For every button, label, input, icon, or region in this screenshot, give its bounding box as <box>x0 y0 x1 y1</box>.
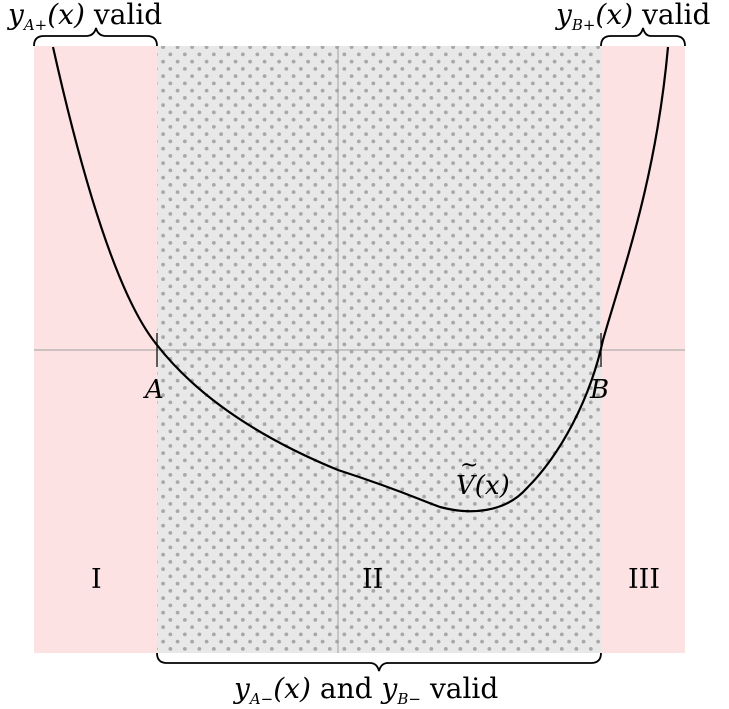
label-bottom-y1: y <box>232 672 251 705</box>
curve-label: V(x) <box>456 471 510 501</box>
region-label-i: I <box>91 564 102 595</box>
label-bottom-y2: y <box>380 672 399 705</box>
label-top-right-y: y <box>554 0 573 31</box>
curve-label-arg: (x) <box>475 471 510 501</box>
curve-label-name: V <box>456 471 477 501</box>
label-top-right: yB+(x) valid <box>554 0 710 34</box>
brace-bottom <box>156 652 602 672</box>
curve-label-tilde: ~ <box>460 453 478 478</box>
point-b-label: B <box>589 375 609 405</box>
label-top-right-arg: (x) <box>595 0 633 31</box>
potential-curve <box>51 46 670 513</box>
label-top-left-sub: A+ <box>22 16 47 34</box>
label-top-left-y: y <box>6 0 25 31</box>
label-bottom-word: valid <box>429 672 498 705</box>
label-top-left: yA+(x) valid <box>6 0 162 34</box>
label-top-left-word: valid <box>93 0 162 31</box>
label-bottom: yA−(x) and yB− valid <box>232 672 498 708</box>
label-top-left-arg: (x) <box>47 0 85 31</box>
label-bottom-arg: (x) <box>273 672 311 705</box>
brace-top-left <box>33 27 158 47</box>
brace-top-right <box>600 27 686 47</box>
label-bottom-sub2: B− <box>396 690 421 708</box>
region-label-iii: III <box>628 564 660 595</box>
label-bottom-and: and <box>320 672 373 705</box>
label-top-right-word: valid <box>641 0 710 31</box>
point-a-label: A <box>143 375 164 405</box>
label-top-right-sub: B+ <box>571 16 596 34</box>
region-label-ii: II <box>362 564 383 595</box>
label-bottom-sub1: A− <box>248 690 273 708</box>
